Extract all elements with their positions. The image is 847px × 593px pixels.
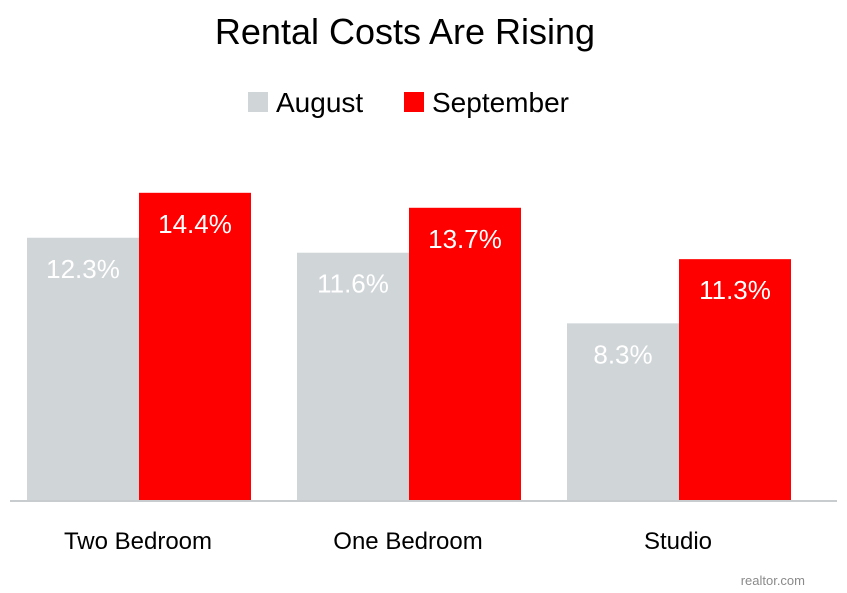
legend-label-september: September: [432, 87, 569, 118]
category-label-one-bedroom: One Bedroom: [333, 528, 482, 555]
category-label-studio: Studio: [644, 528, 712, 555]
chart-title: Rental Costs Are Rising: [215, 11, 595, 52]
value-label-one-bedroom-august: 11.6%: [317, 269, 389, 299]
bar-one-bedroom-august: [297, 252, 409, 501]
value-label-one-bedroom-september: 13.7%: [428, 224, 502, 254]
bars-group: [27, 192, 791, 501]
legend-swatch-september: [404, 92, 424, 112]
legend-label-august: August: [276, 87, 363, 118]
value-label-two-bedroom-september: 14.4%: [158, 209, 232, 239]
bar-two-bedroom-september: [139, 192, 251, 501]
value-label-studio-august: 8.3%: [593, 339, 652, 369]
source-credit: realtor.com: [741, 573, 805, 588]
value-label-two-bedroom-august: 12.3%: [46, 254, 120, 284]
bar-two-bedroom-august: [27, 237, 139, 501]
category-labels-group: Two Bedroom One Bedroom Studio: [64, 528, 712, 555]
value-labels-group: 12.3% 14.4% 11.6% 13.7% 8.3% 11.3%: [46, 209, 771, 370]
bar-studio-september: [679, 259, 791, 501]
bar-one-bedroom-september: [409, 207, 521, 501]
legend-swatch-august: [248, 92, 268, 112]
legend: August September: [248, 87, 569, 118]
bar-studio-august: [567, 323, 679, 501]
category-label-two-bedroom: Two Bedroom: [64, 528, 212, 555]
value-label-studio-september: 11.3%: [699, 275, 771, 305]
